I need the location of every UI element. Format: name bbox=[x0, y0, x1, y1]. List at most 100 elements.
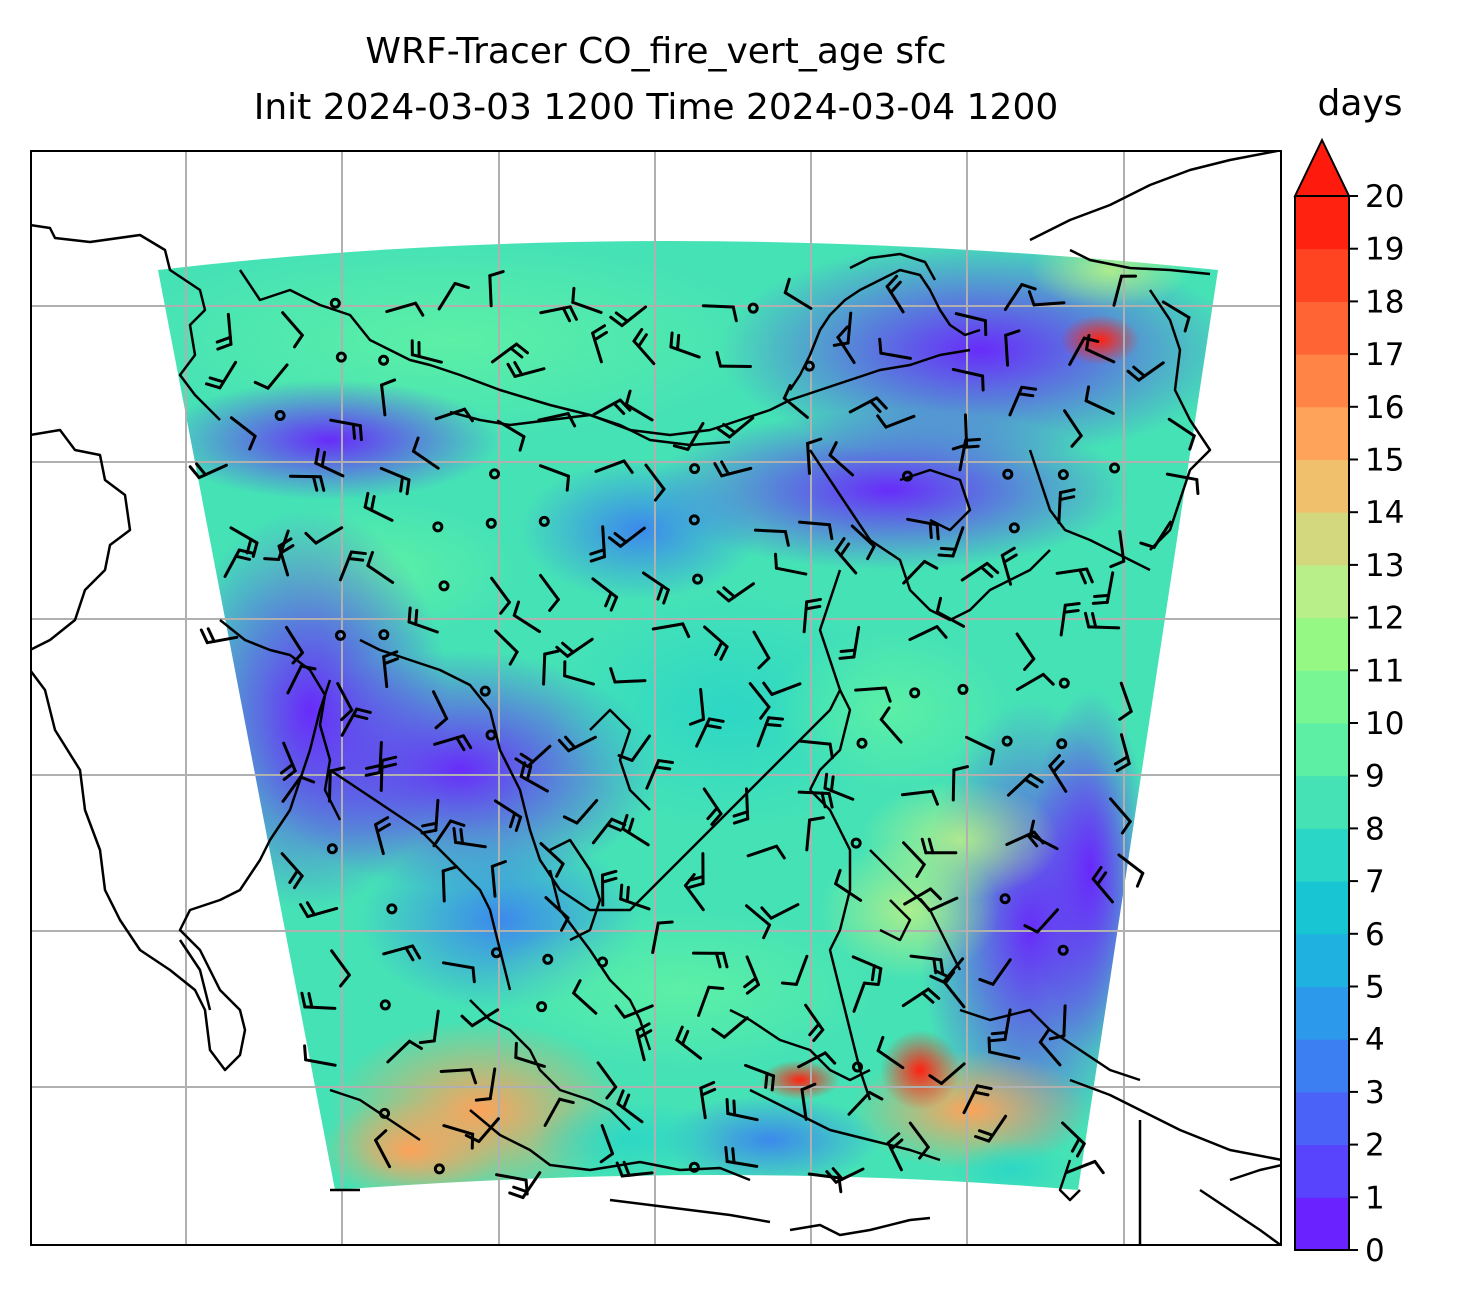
colorbar-band bbox=[1295, 406, 1349, 460]
wind-barb bbox=[1004, 329, 1021, 367]
wind-barb bbox=[300, 991, 337, 1010]
wind-barb bbox=[284, 625, 305, 665]
colorbar-tick-label: 0 bbox=[1365, 1233, 1385, 1269]
wind-barb bbox=[514, 744, 552, 768]
wind-barb bbox=[805, 816, 825, 852]
wind-barb bbox=[407, 606, 439, 634]
wind-barb bbox=[746, 844, 786, 860]
wind-barb bbox=[951, 765, 969, 802]
colorbar-tick-label: 6 bbox=[1365, 917, 1385, 953]
wind-barb bbox=[745, 904, 772, 940]
wind-barb bbox=[782, 384, 809, 419]
wind-barb bbox=[701, 304, 738, 323]
wind-barb bbox=[340, 707, 372, 737]
wind-barb bbox=[1061, 1121, 1086, 1158]
colorbar-band bbox=[1295, 670, 1349, 724]
calm-wind-marker bbox=[957, 683, 969, 695]
wind-barb bbox=[537, 412, 577, 428]
wind-barb bbox=[594, 459, 634, 474]
colorbar-band bbox=[1295, 1197, 1349, 1251]
calm-wind-marker bbox=[689, 463, 701, 475]
wind-barb bbox=[1015, 632, 1036, 671]
wind-barb bbox=[847, 1090, 884, 1116]
wind-barb bbox=[962, 1084, 993, 1115]
wind-barb bbox=[277, 537, 295, 577]
wind-barb bbox=[441, 865, 459, 903]
wind-barb bbox=[1063, 409, 1083, 448]
wind-barb bbox=[1048, 754, 1068, 793]
wind-barb bbox=[876, 1035, 905, 1070]
calm-wind-marker bbox=[747, 302, 759, 314]
wind-barb bbox=[902, 559, 939, 585]
wind-barb bbox=[929, 957, 965, 984]
calm-wind-marker bbox=[852, 1061, 864, 1073]
wind-barb bbox=[1015, 672, 1055, 692]
wind-barbs bbox=[188, 270, 1200, 1200]
calm-wind-marker bbox=[1109, 462, 1121, 474]
wind-barb bbox=[958, 437, 982, 472]
wind-barb bbox=[850, 524, 876, 561]
wind-barb bbox=[783, 277, 813, 310]
colorbar-tick-label: 18 bbox=[1365, 284, 1404, 320]
wind-barb bbox=[1091, 571, 1115, 605]
colorbar-tick-label: 15 bbox=[1365, 443, 1404, 479]
wind-barb bbox=[802, 597, 822, 634]
wind-barb bbox=[878, 337, 912, 360]
colorbar-band bbox=[1295, 301, 1349, 355]
wind-barb bbox=[589, 525, 606, 563]
calm-wind-marker bbox=[334, 629, 346, 641]
wind-barb bbox=[688, 687, 706, 726]
wind-barb bbox=[651, 920, 674, 955]
calm-wind-marker bbox=[432, 521, 444, 533]
wind-barb bbox=[885, 274, 905, 314]
colorbar-band bbox=[1295, 512, 1349, 566]
wind-barb bbox=[1112, 274, 1138, 307]
wind-barb bbox=[928, 1062, 966, 1086]
wind-barb bbox=[330, 949, 351, 988]
calm-wind-marker bbox=[692, 573, 704, 585]
wind-barb bbox=[280, 852, 304, 890]
colorbar-tick-label: 19 bbox=[1365, 232, 1404, 268]
wind-barb bbox=[1084, 611, 1121, 630]
wind-barb bbox=[1027, 290, 1066, 307]
calm-wind-marker bbox=[479, 685, 491, 697]
wind-barb bbox=[879, 706, 903, 744]
wind-barb bbox=[851, 955, 883, 985]
wind-barb bbox=[1003, 283, 1037, 312]
wind-barb bbox=[418, 1009, 440, 1045]
calm-wind-marker bbox=[1056, 738, 1068, 750]
wind-barb bbox=[363, 491, 394, 522]
wind-barb bbox=[514, 1041, 546, 1068]
wind-barb bbox=[1023, 908, 1059, 934]
colorbar-band bbox=[1295, 986, 1349, 1040]
colorbar-tick-label: 3 bbox=[1365, 1075, 1385, 1111]
wind-barb bbox=[716, 416, 755, 439]
wind-barb bbox=[439, 1068, 478, 1085]
colorbar-tick-label: 10 bbox=[1365, 706, 1404, 742]
wind-barb bbox=[329, 418, 363, 442]
wind-barb bbox=[490, 342, 529, 364]
wind-barb bbox=[825, 1167, 865, 1184]
wind-barb bbox=[572, 979, 598, 1015]
wind-barb bbox=[374, 816, 391, 856]
wind-barb bbox=[562, 798, 599, 825]
colorbar-tick-label: 12 bbox=[1365, 601, 1404, 637]
wind-barb bbox=[1126, 361, 1165, 382]
coastlines bbox=[30, 150, 1282, 1246]
wind-barb bbox=[978, 958, 1012, 986]
wind-barb bbox=[437, 281, 470, 311]
wind-barb bbox=[452, 827, 487, 849]
map-title-line1: WRF-Tracer CO_fire_vert_age sfc bbox=[365, 31, 947, 72]
calm-wind-marker bbox=[901, 470, 913, 482]
wind-barb bbox=[806, 437, 823, 475]
colorbar-tick-label: 2 bbox=[1365, 1128, 1385, 1164]
calm-wind-marker bbox=[1058, 677, 1070, 689]
colorbar-tick-label: 13 bbox=[1365, 548, 1404, 584]
colorbar-tick-label: 4 bbox=[1365, 1022, 1385, 1058]
wind-barb bbox=[303, 1044, 337, 1067]
wind-barb bbox=[493, 799, 523, 832]
wind-barb bbox=[366, 550, 395, 584]
wind-barb bbox=[314, 447, 345, 478]
calm-wind-marker bbox=[850, 837, 862, 849]
wind-barb bbox=[512, 600, 542, 634]
